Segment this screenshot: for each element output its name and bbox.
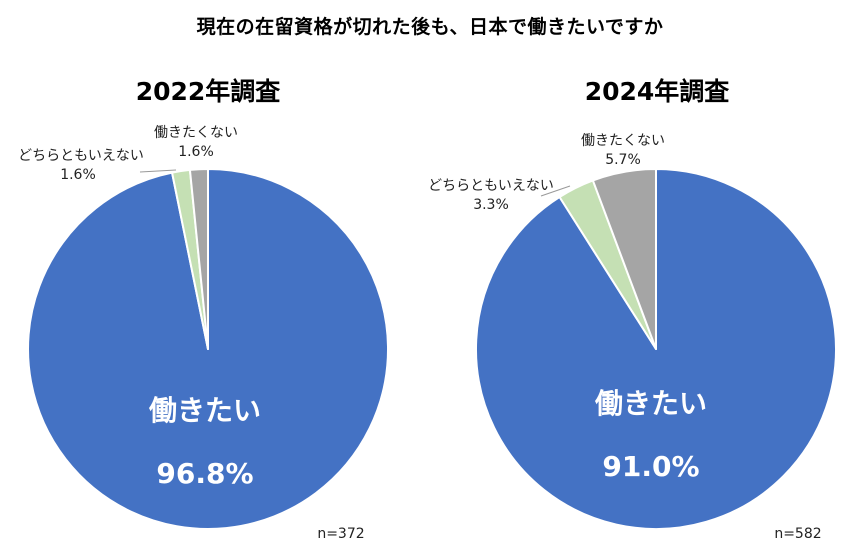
value-2022-neutral: 1.6% [60, 167, 96, 183]
value-2024-not-work: 5.7% [605, 152, 641, 168]
label-2022-not-work: 働きたくない [154, 125, 238, 141]
label-2024-work: 働きたい [594, 387, 707, 420]
n-label-2022: n=372 [317, 526, 364, 542]
value-2022-work: 96.8% [156, 457, 253, 490]
label-2024-neutral: どちらともいえない [428, 178, 554, 194]
leader-line-2024-neutral [540, 185, 571, 197]
leader-line-2022-neutral [139, 169, 177, 173]
pie-chart-2022: 2022年調査 どちらともいえない 1.6% 働きたくない 1.6% 働きたい … [18, 77, 389, 542]
label-2022-work: 働きたい [148, 394, 261, 427]
chart-title-2024: 2024年調査 [585, 77, 730, 106]
slice-2024-not-work [591, 168, 657, 350]
label-2024-not-work: 働きたくない [581, 133, 665, 149]
value-2024-work: 91.0% [602, 450, 699, 483]
slice-2022-not-work [188, 168, 209, 350]
pie-chart-2024: 2024年調査 どちらともいえない 3.3% 働きたくない 5.7% 働きたい … [428, 77, 837, 542]
n-label-2024: n=582 [774, 526, 821, 542]
chart-title-2022: 2022年調査 [136, 77, 281, 106]
value-2022-not-work: 1.6% [178, 144, 214, 160]
main-title: 現在の在留資格が切れた後も、日本で働きたいですか [196, 16, 664, 38]
value-2024-neutral: 3.3% [473, 197, 509, 213]
label-2022-neutral: どちらともいえない [18, 148, 144, 164]
